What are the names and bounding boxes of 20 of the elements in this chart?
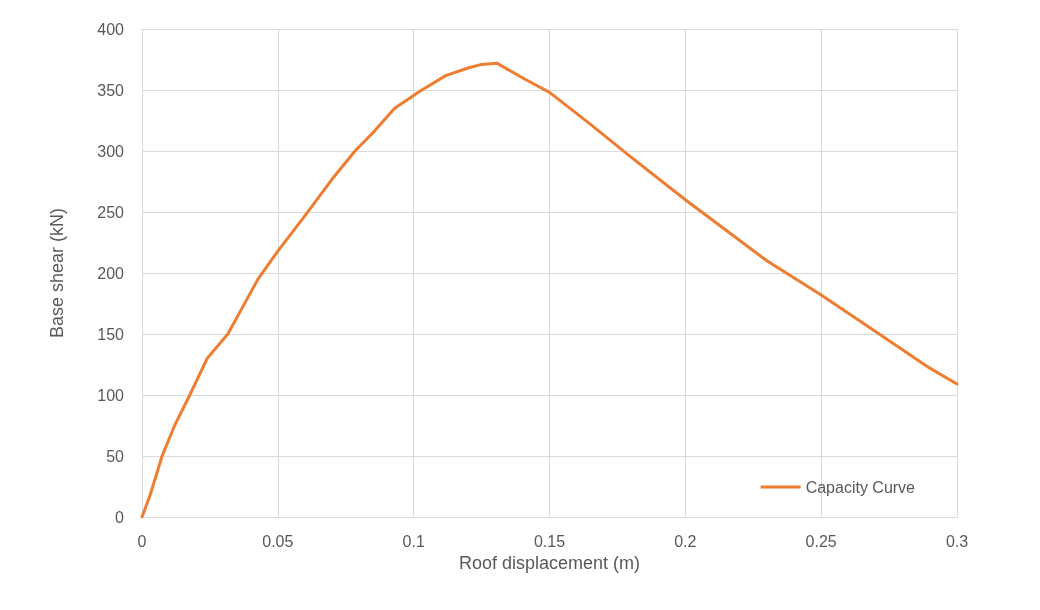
y-tick-label: 250: [97, 203, 125, 221]
y-tick-label: 200: [97, 264, 125, 282]
x-tick-label: 0.05: [262, 532, 294, 550]
legend-label: Capacity Curve: [805, 478, 916, 496]
y-tick-label: 300: [97, 142, 125, 160]
x-tick-label: 0.2: [674, 532, 697, 550]
x-tick-label: 0.15: [533, 532, 566, 550]
y-tick-label: 0: [115, 508, 125, 526]
x-tick-label: 0.3: [945, 532, 969, 550]
x-axis-title: Roof displacement (m): [458, 552, 641, 573]
y-tick-label: 350: [97, 81, 125, 99]
x-tick-label: 0: [137, 532, 147, 550]
y-tick-label: 150: [97, 325, 125, 343]
y-tick-label: 100: [97, 386, 125, 404]
y-axis-title: Base shear (kN): [47, 207, 67, 339]
line-series: [140, 61, 959, 519]
x-tick-label: 0.1: [402, 532, 425, 550]
x-tick-label: 0.25: [805, 532, 837, 550]
y-tick-label: 400: [97, 20, 125, 38]
y-tick-label: 50: [106, 447, 125, 465]
